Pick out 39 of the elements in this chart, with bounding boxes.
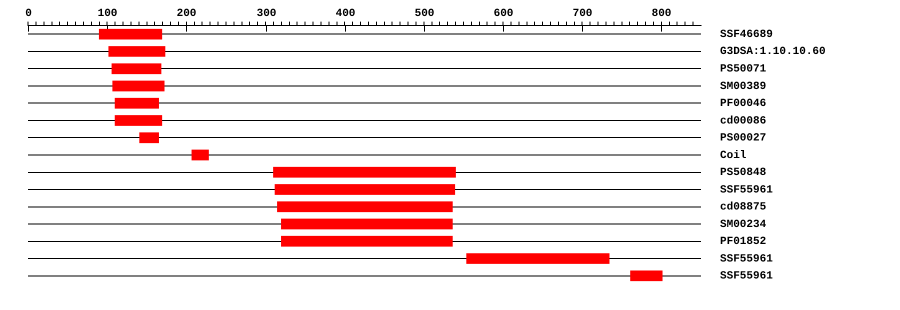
y-tick-label: PS50071	[720, 64, 767, 76]
bar	[112, 63, 162, 74]
y-tick-label: cd08875	[720, 202, 767, 214]
x-tick-label: 400	[336, 8, 356, 20]
bar	[274, 184, 456, 195]
bar	[112, 80, 165, 92]
y-tick-label: SSF55961	[720, 253, 774, 266]
x-tick-label: 100	[98, 8, 118, 20]
x-tick-label: 600	[494, 8, 514, 20]
bar	[108, 46, 166, 57]
bar	[139, 132, 159, 144]
y-tick-label: PF01852	[720, 236, 766, 248]
y-tick-label: SSF55961	[720, 184, 774, 196]
bar	[114, 98, 159, 109]
bar	[281, 218, 453, 230]
bar	[98, 28, 162, 40]
y-tick-label: SSF55961	[720, 270, 774, 283]
bar	[466, 253, 610, 264]
x-tick-label: 500	[414, 8, 434, 20]
x-tick-label: 700	[572, 8, 592, 20]
bar	[192, 150, 209, 160]
x-tick-label: 0	[25, 8, 32, 20]
y-tick-label: PF00046	[720, 98, 766, 110]
y-tick-label: SM00234	[720, 218, 767, 231]
y-tick-label: SSF46689	[720, 28, 773, 41]
y-tick-label: G3DSA:1.10.10.60	[720, 46, 826, 58]
bar	[114, 115, 162, 126]
bar	[277, 201, 453, 212]
bar	[281, 236, 453, 247]
y-tick-label: cd00086	[720, 115, 766, 128]
bar	[630, 270, 663, 282]
x-tick-label: 200	[176, 8, 196, 20]
y-tick-label: SM00389	[720, 80, 766, 93]
y-tick-label: Coil	[720, 150, 747, 162]
y-tick-label: PS50848	[720, 167, 767, 180]
x-tick-label: 300	[256, 8, 276, 20]
y-tick-label: PS00027	[720, 132, 766, 145]
bar	[273, 166, 456, 178]
x-tick-label: 800	[652, 8, 672, 20]
